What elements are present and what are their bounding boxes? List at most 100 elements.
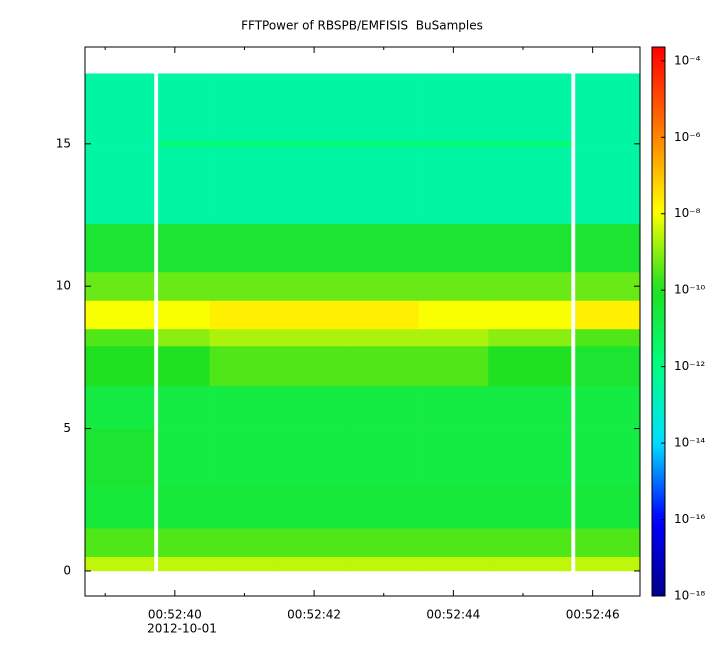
spectrogram-cell [348,528,419,558]
colorbar-tick-label: 10⁻⁸ [674,206,701,220]
spectrogram-cell [279,271,350,301]
spectrogram-cell [209,223,280,273]
spectrogram-cell [575,528,641,558]
plot-frame [84,46,641,597]
spectrogram-cell [209,140,280,147]
spectrogram-cell [418,345,489,387]
spectrogram-cell [85,140,155,147]
spectrogram-cell [575,556,641,572]
spectrogram-cell [158,428,210,486]
colorbar-tick-label: 10⁻¹² [674,359,705,373]
colorbar-tick-label: 10⁻⁶ [674,130,701,144]
spectrogram-cell [348,328,419,347]
spectrogram-cell [348,223,419,273]
spectrogram-cell [209,345,280,387]
spectrogram-cell [575,73,641,142]
chart-title: FFTPower of RBSPB/EMFISIS BuSamples [241,19,483,33]
spectrogram-cell [575,300,641,330]
y-tick-label: 0 [63,563,71,577]
spectrogram-cell [279,140,350,147]
spectrogram-cell [348,485,419,529]
spectrogram-cell [575,428,641,486]
spectrogram-cell [158,73,210,142]
x-tick-label: 00:52:44 [426,608,480,622]
spectrogram-cell [85,73,155,142]
spectrogram-cell [85,528,155,558]
spectrogram-cell [158,328,210,347]
spectrogram-cell [575,146,641,224]
spectrogram-cell [209,528,280,558]
spectrogram-cell [348,73,419,142]
spectrogram-cell [418,140,489,147]
spectrogram-cell [158,223,210,273]
spectrogram-cell [488,556,572,572]
spectrogram-cell [158,345,210,387]
spectrogram-cell [488,328,572,347]
spectrogram-cell [158,485,210,529]
spectrogram-cell [488,528,572,558]
spectrogram-cell [279,556,350,572]
spectrogram-cell [575,271,641,301]
colorbar [651,46,666,597]
spectrogram-cell [209,73,280,142]
spectrogram-cell [209,300,280,330]
spectrogram-cell [85,345,155,387]
spectrogram-cell [158,146,210,224]
spectrogram-cell [209,556,280,572]
spectrogram-cell [418,385,489,429]
y-tick-label: 10 [56,279,71,293]
x-tick-label: 00:52:46 [566,608,620,622]
spectrogram-cell [85,271,155,301]
spectrogram-cell [85,146,155,224]
spectrogram-cell [418,528,489,558]
spectrogram-cell [488,146,572,224]
spectrogram-cell [488,485,572,529]
spectrogram-cell [279,485,350,529]
spectrogram-cell [575,140,641,147]
spectrogram-cell [279,73,350,142]
spectrogram-cell [418,485,489,529]
spectrogram-cell [575,223,641,273]
x-tick-label: 00:52:42 [287,608,341,622]
spectrogram-cell [418,73,489,142]
spectrogram-cell [488,300,572,330]
spectrogram-cell [158,271,210,301]
colorbar-tick-label: 10⁻¹⁰ [674,283,705,297]
spectrogram-cell [85,485,155,529]
spectrogram-cell [488,140,572,147]
spectrogram-cell [85,428,155,486]
spectrogram-cell [348,385,419,429]
spectrogram-cell [348,146,419,224]
spectrogram-cell [209,328,280,347]
colorbar-tick-label: 10⁻¹⁶ [674,512,705,526]
colorbar-tick-label: 10⁻¹⁴ [674,436,705,450]
spectrogram-cell [209,485,280,529]
y-tick-label: 15 [56,136,71,150]
spectrogram-cell [158,385,210,429]
spectrogram-cell [418,146,489,224]
x-tick-label: 00:52:40 [148,608,202,622]
spectrogram-cell [575,485,641,529]
spectrogram-cell [348,428,419,486]
spectrogram-cell [279,345,350,387]
spectrogram-cell [85,556,155,572]
spectrogram-cell [488,385,572,429]
spectrogram-cell [348,271,419,301]
spectrogram-cell [418,328,489,347]
spectrogram-cell [418,271,489,301]
spectrogram-cell [348,345,419,387]
spectrogram-cell [85,223,155,273]
spectrogram-cell [575,345,641,387]
spectrogram-cell [279,385,350,429]
date-label: 2012-10-01 [147,622,217,636]
spectrogram-cell [348,556,419,572]
spectrogram-cell [279,146,350,224]
spectrogram-cell [418,300,489,330]
spectrogram-cell [279,300,350,330]
spectrogram-cell [488,345,572,387]
spectrogram-cell [158,556,210,572]
y-tick-label: 5 [63,421,71,435]
spectrogram-cell [85,300,155,330]
spectrogram-cell [209,385,280,429]
spectrogram-cell [158,140,210,147]
